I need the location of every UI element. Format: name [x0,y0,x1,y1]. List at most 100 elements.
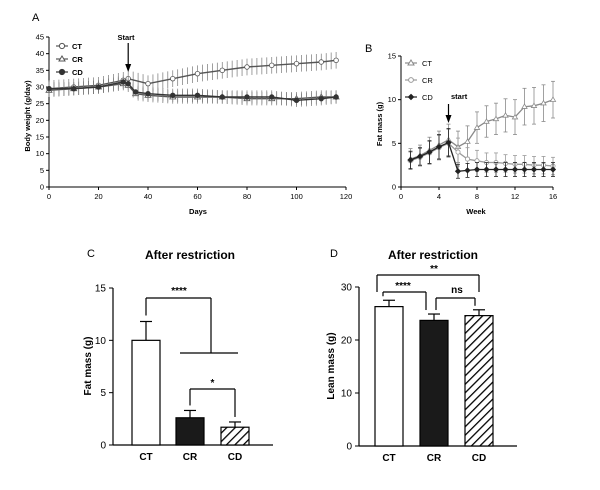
panel-a-y-tick-label: 15 [36,133,44,142]
panel-c-title: After restriction [145,248,235,262]
panel-a-point [293,60,300,67]
panel-a-x-tick-label: 20 [94,192,102,201]
panel-b-y-tick-label: 5 [392,139,396,148]
panel-b-y-tick-label: 0 [392,183,396,192]
panel-a-x-tick-label: 100 [290,192,303,201]
panel-b-series-line [410,99,554,160]
panel-b-point [502,112,509,118]
panel-a-point [132,89,139,95]
panel-a-point [170,75,176,82]
panel-b-point [416,153,424,160]
panel-b-legend: CT CR CD [405,59,433,102]
panel-d-y-tick-label: 0 [346,442,352,453]
panel-a-legend-marker [58,55,66,62]
panel-b-point [549,166,557,173]
panel-a-point [269,94,275,100]
panel-d-category-label: CT [382,453,395,464]
panel-c-sig-label: * [211,378,215,389]
panel-c-y-tick-label: 10 [95,336,107,347]
panel-a-xlabel: Days [189,207,207,216]
panel-a-point [219,94,225,100]
panel-d-title: After restriction [388,248,478,262]
panel-b-series-cd [407,128,557,179]
panel-b-plot: 0 4 8 12 16 0 5 10 15 CT CR CD [388,52,558,202]
panel-b-point [435,143,443,150]
panel-a-point [120,79,126,85]
panel-a-y-tick-label: 30 [36,83,44,92]
panel-b-point [426,148,433,156]
panel-a-x-tick-label: 40 [144,192,152,201]
panel-a-y-tick-label: 5 [40,166,44,175]
panel-b-point [464,138,471,144]
panel-b-point [511,166,519,173]
panel-a-point [145,80,151,87]
panel-b-start-annotation: start [451,92,468,101]
panel-b-point [521,166,528,173]
panel-b-x-tick-label: 12 [511,192,519,201]
panel-b-point [530,166,538,173]
panel-d-sig-label: **** [395,281,411,292]
panel-a-y-tick-label: 10 [36,149,44,158]
panel-a-y-tick-label: 40 [36,49,44,58]
panel-a-point [71,85,77,92]
panel-d-y-tick-label: 20 [341,336,353,347]
panel-b-x-tick-label: 16 [549,192,557,201]
panel-d-sig-label: ns [451,285,463,296]
panel-b-point [540,99,547,106]
panel-b-point [473,166,481,173]
panel-d-category-label: CR [427,453,442,464]
panel-c-y-tick-label: 0 [100,441,106,452]
panel-c-category-label: CD [228,452,242,463]
panel-a-point [333,57,339,64]
panel-a-start-annotation: Start [117,33,135,42]
panel-a-point [269,62,275,69]
panel-a-point [293,97,300,104]
panel-b-legend-label: CD [422,93,433,102]
panel-a-point [244,94,250,100]
panel-b-point [464,156,470,162]
panel-label-a: A [32,12,40,24]
panel-b-point [483,166,490,173]
panel-b-legend-marker [407,59,415,66]
panel-b-y-tick-label: 15 [388,52,396,61]
panel-label-d: D [330,248,338,260]
panel-a-y-tick-label: 45 [36,33,44,42]
panel-b-point [445,139,452,146]
panel-b-point [454,168,462,175]
panel-b-series-line [410,142,554,167]
panel-a-y-tick-label: 35 [36,66,44,75]
panel-d-bar-cr [419,319,449,447]
panel-a-point [125,80,131,87]
panel-a-legend-marker [58,68,66,76]
panel-c-category-label: CT [139,452,152,463]
panel-a-y-tick-label: 25 [36,99,44,108]
panel-b-series-line [410,141,553,172]
panel-a-legend-marker [58,42,66,50]
panel-b-point [540,166,547,173]
panel-d-sig-label: ** [430,264,438,275]
panel-label-b: B [365,43,372,55]
panel-b-legend-marker [407,93,415,101]
panel-d-bar-ct [374,306,404,447]
panel-b-x-tick-label: 8 [475,192,479,201]
panel-a-x-tick-label: 60 [193,192,201,201]
panel-b-y-tick-label: 10 [388,95,396,104]
panel-a-x-tick-label: 80 [243,192,251,201]
panel-a-point [318,59,324,65]
panel-b-point [407,156,414,164]
panel-a-point [145,90,151,97]
panel-b-point [455,149,461,155]
panel-b-ylabel: Fat mass (g) [375,101,384,146]
panel-b-point [473,124,481,130]
panel-b-point [464,167,471,174]
panel-b-point [530,102,538,108]
panel-label-c: C [87,248,95,260]
panel-a-point [194,70,201,77]
plot-root: 0 20 40 60 80 100 120051015202530354045CTCRCD0… [36,33,558,465]
panel-c-ylabel: Fat mass (g) [83,337,94,396]
panel-a-series-line [48,59,337,90]
panel-a-plot: 0 20 40 60 80 100 120 0 5 10 15 20 25 30 35 40 45 CT CR CD [36,33,353,202]
panel-b-x-tick-label: 0 [399,192,403,201]
